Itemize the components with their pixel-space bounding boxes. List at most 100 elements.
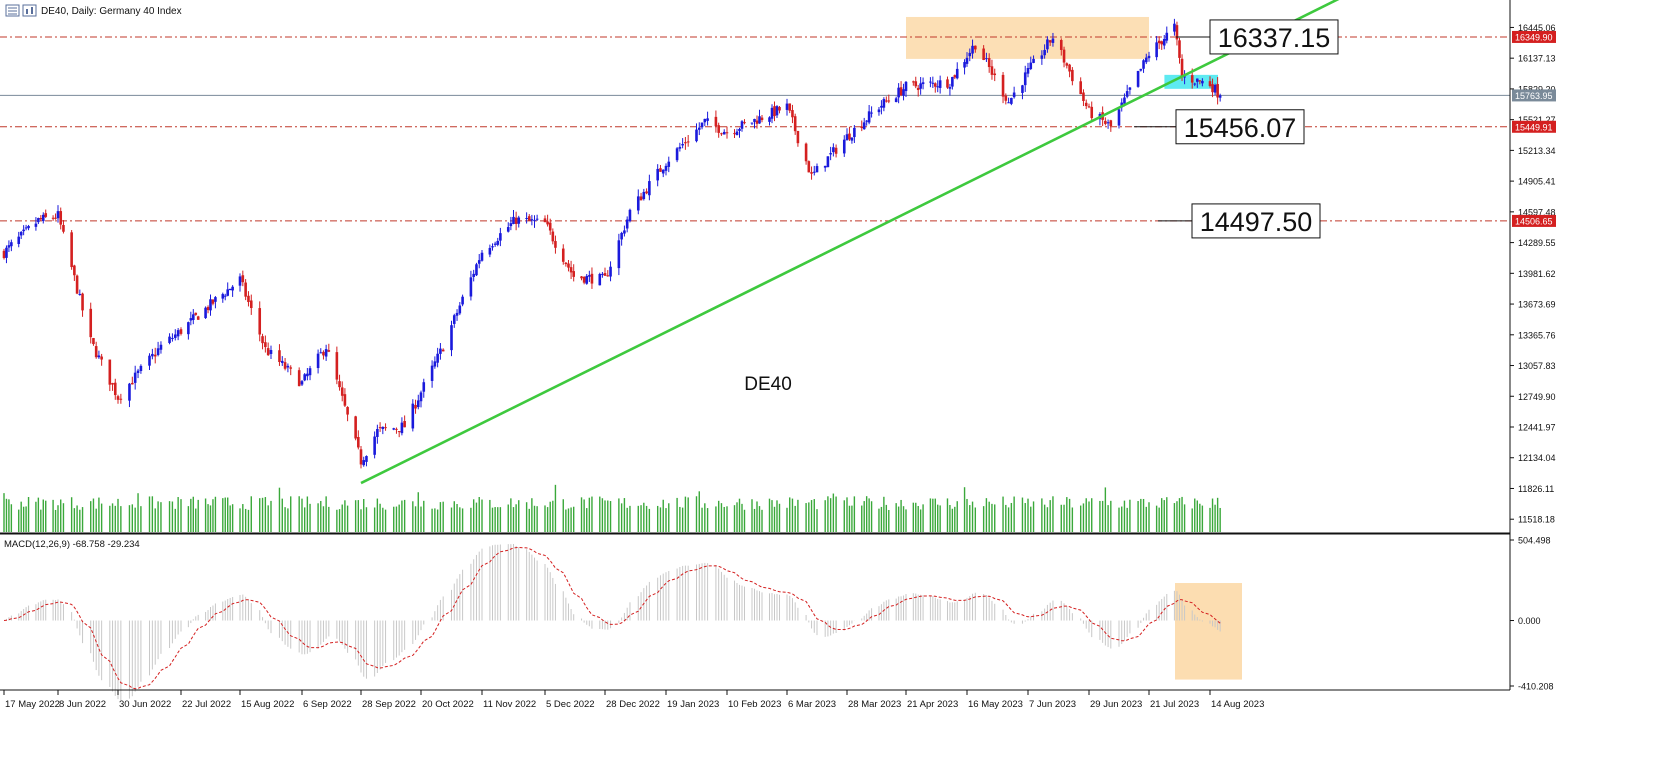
volume-bar xyxy=(1005,504,1007,532)
candle-body xyxy=(266,348,270,356)
volume-bar xyxy=(259,498,261,532)
candle-body xyxy=(987,58,991,68)
price-level-tag xyxy=(1512,30,1556,43)
candle-body xyxy=(189,318,193,321)
candle-body xyxy=(278,350,281,363)
volume-bar xyxy=(900,499,902,532)
candle-body xyxy=(1125,91,1129,97)
candle-body xyxy=(812,171,816,173)
volume-bar xyxy=(436,509,439,532)
date-tick-label: 28 Mar 2023 xyxy=(848,699,901,710)
volume-bar xyxy=(679,506,681,532)
candle-body xyxy=(686,141,690,143)
axes: 16445.06 16137.13 15829.20 15521.27 15213.34… xyxy=(0,0,1556,710)
candle-body xyxy=(419,392,423,402)
candle-body xyxy=(880,105,883,108)
candle-body xyxy=(530,219,534,221)
price-annotation-box xyxy=(1191,203,1321,239)
volume-bar xyxy=(1107,505,1109,532)
candle-body xyxy=(509,223,513,227)
volume-bar xyxy=(507,504,509,532)
volume-bar xyxy=(365,507,368,532)
volume-bar xyxy=(946,498,949,532)
volume-bar xyxy=(1046,507,1049,532)
volume-bar xyxy=(222,498,224,532)
candle-body xyxy=(1198,80,1202,82)
candle-body xyxy=(733,133,736,135)
date-tick-label: 30 Jun 2022 xyxy=(119,699,171,710)
volume-bar xyxy=(95,508,97,532)
volume-bar xyxy=(1063,504,1065,532)
candle-body xyxy=(725,132,729,134)
volume-bar xyxy=(966,498,968,532)
chart-type-icon[interactable] xyxy=(22,4,37,17)
volume-bar xyxy=(512,507,515,532)
volume-bar xyxy=(151,496,154,532)
volume-bar xyxy=(741,503,743,532)
volume-bar xyxy=(934,498,936,532)
candle-body xyxy=(1216,84,1219,98)
volume-bar xyxy=(284,507,286,532)
volume-bar xyxy=(1079,505,1082,532)
date-tick-label: 28 Dec 2022 xyxy=(606,699,660,710)
candle-body xyxy=(936,86,940,88)
volume-bar xyxy=(231,504,234,532)
volume-bar xyxy=(431,508,433,532)
volume-bar xyxy=(835,496,837,532)
candle-body xyxy=(187,322,190,335)
candle-body xyxy=(598,273,602,286)
candle-body xyxy=(94,346,98,358)
volume-bar xyxy=(417,492,419,532)
candles xyxy=(2,18,1222,469)
date-tick-label: 10 Feb 2023 xyxy=(728,699,781,710)
candle-body xyxy=(870,112,873,114)
candle-body xyxy=(37,218,40,223)
candle-body xyxy=(97,355,101,358)
volume-bar xyxy=(768,498,771,532)
volume-bar xyxy=(79,509,81,532)
candle-body xyxy=(590,273,594,284)
volume-bar xyxy=(1173,503,1176,532)
chart-title: DE40, Daily: Germany 40 Index xyxy=(41,6,182,17)
volume-bar xyxy=(395,506,398,532)
candle-body xyxy=(1193,83,1197,85)
candle-body xyxy=(815,166,819,173)
date-tick-label: 5 Dec 2022 xyxy=(546,699,595,710)
candle-body xyxy=(681,144,684,146)
volume-bar xyxy=(880,506,883,532)
volume-bar xyxy=(1085,498,1087,532)
candle-body xyxy=(458,305,462,314)
candle-body xyxy=(982,48,985,61)
candle-body xyxy=(1051,38,1055,43)
volume-bar xyxy=(794,505,796,532)
price-level-tag-label: 16349.90 xyxy=(1515,32,1553,42)
candle-body xyxy=(376,428,379,437)
volume-bar xyxy=(665,508,667,532)
candle-body xyxy=(1136,70,1140,87)
volume-bar xyxy=(114,505,116,532)
candle-body xyxy=(496,240,500,245)
volume-bar xyxy=(45,500,47,532)
candle-body xyxy=(416,400,420,408)
volume-bar xyxy=(1021,497,1024,532)
price-tick-label: 12749.90 xyxy=(1518,392,1556,402)
volume-bar xyxy=(5,498,8,532)
volume-bar xyxy=(168,501,171,532)
candle-body xyxy=(750,122,754,124)
volume-bar xyxy=(214,496,217,532)
volume-bar xyxy=(808,502,810,532)
candle-body xyxy=(41,214,45,222)
volume-bar xyxy=(320,500,322,532)
volume-bar xyxy=(1155,505,1158,532)
candle-body xyxy=(384,427,387,429)
volume-bar xyxy=(98,497,100,532)
volume-bar xyxy=(461,508,464,532)
volume-bar xyxy=(743,509,746,532)
candle-body xyxy=(1040,55,1044,59)
chart-window-icon[interactable] xyxy=(5,4,20,17)
candle-body xyxy=(963,62,966,68)
volume-bar xyxy=(915,502,917,532)
volume-bar xyxy=(459,507,461,532)
volume-bar xyxy=(1024,503,1026,532)
volume-bar xyxy=(851,505,853,532)
